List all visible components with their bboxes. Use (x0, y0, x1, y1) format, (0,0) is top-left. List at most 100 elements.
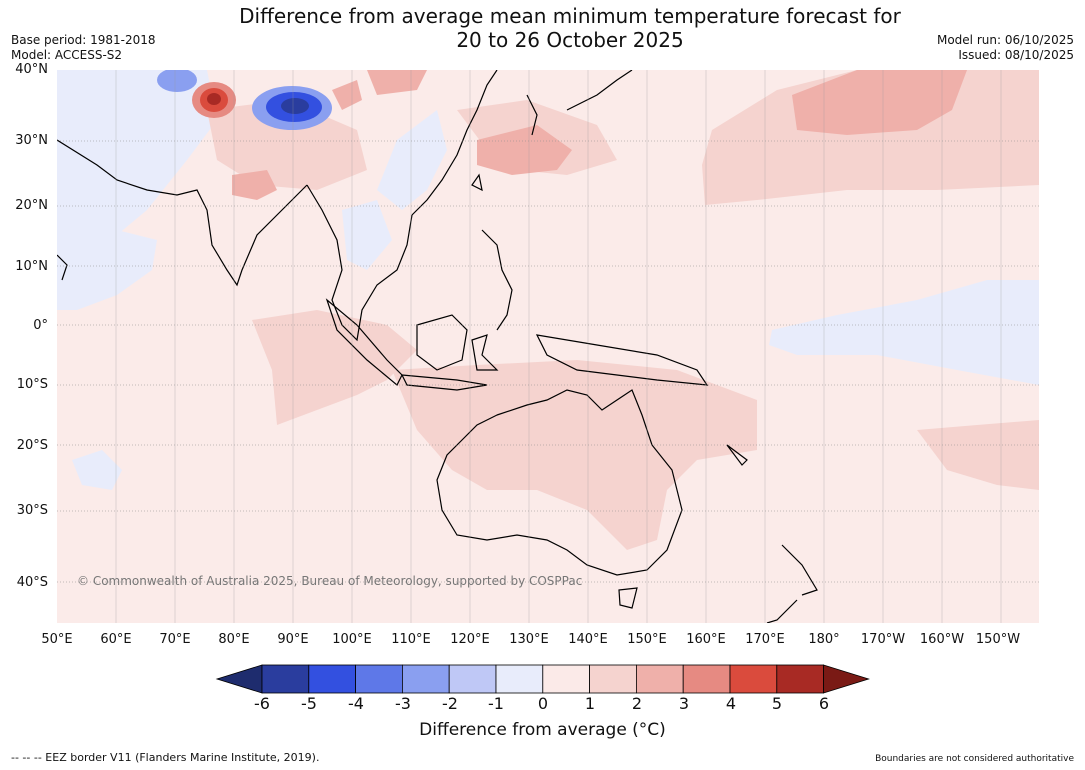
anomaly-cold-patch-west (157, 70, 197, 92)
lon-label-160w: 160°W (919, 632, 965, 647)
colorbar-extend-low (215, 664, 263, 694)
colorbar-tick: -3 (395, 694, 411, 713)
lon-label-150e: 150°E (627, 632, 667, 647)
coastline-sulawesi (471, 334, 499, 371)
anomaly-region-warm-australia (392, 360, 757, 550)
lon-label-90e: 90°E (277, 632, 309, 647)
map-title: Difference from average mean minimum tem… (0, 4, 1085, 52)
lon-label-140e: 140°E (568, 632, 608, 647)
lon-label-180: 180° (808, 632, 840, 647)
lon-label-150w: 150°W (975, 632, 1021, 647)
lon-label-120e: 120°E (450, 632, 490, 647)
anomaly-region-cool-south-indian (72, 450, 122, 490)
lon-label-60e: 60°E (100, 632, 132, 647)
lat-label-10s: 10°S (16, 377, 48, 392)
colorbar-cell (261, 664, 310, 694)
anomaly-region-warm-tibet (207, 100, 367, 190)
issued-label: Issued: 08/10/2025 (958, 48, 1074, 62)
coastline-java (400, 374, 488, 391)
colorbar-tick: 5 (771, 694, 783, 713)
copyright-notice: © Commonwealth of Australia 2025, Bureau… (77, 574, 583, 588)
colorbar-cell (776, 664, 824, 694)
eez-border-note: -- -- -- EEZ border V11 (Flanders Marine… (11, 751, 320, 764)
anomaly-region-cool-pacific (769, 280, 1039, 385)
anomaly-region-cool-arabian-sea (57, 230, 157, 310)
coastline-borneo (416, 314, 468, 371)
colorbar-tick: 6 (818, 694, 830, 713)
colorbar-tick: -5 (301, 694, 317, 713)
colorbar-label: Difference from average (°C) (419, 720, 666, 740)
colorbar-extend-high (823, 664, 870, 694)
lon-label-70e: 70°E (159, 632, 191, 647)
base-period-label: Base period: 1981-2018 (11, 33, 156, 47)
lat-label-30n: 30°N (15, 133, 48, 148)
coastline-philippines (481, 229, 513, 331)
coastline-new-guinea (535, 334, 709, 386)
colorbar-cell (729, 664, 778, 694)
lat-label-0: 0° (33, 318, 48, 333)
lat-label-20s: 20°S (16, 438, 48, 453)
colorbar-tick: -2 (442, 694, 458, 713)
anomaly-cold-core-inner (281, 98, 309, 114)
anomaly-region-cool-indochina (342, 200, 392, 270)
map-canvas (57, 70, 1039, 623)
lon-label-160e: 160°E (686, 632, 726, 647)
anomaly-field (57, 70, 1039, 550)
anomaly-region-warm-pacific-north (702, 70, 1039, 205)
coastline-indochina (306, 184, 413, 342)
colorbar-cell (589, 664, 637, 694)
map-title-line2: 20 to 26 October 2025 (456, 28, 684, 52)
lat-label-10n: 10°N (15, 259, 48, 274)
lon-label-80e: 80°E (218, 632, 250, 647)
colorbar-tick: -6 (254, 694, 270, 713)
lon-label-130e: 130°E (509, 632, 549, 647)
anomaly-region-warm-tasman (917, 420, 1039, 490)
lat-label-40s: 40°S (16, 575, 48, 590)
lon-label-170e: 170°E (745, 632, 785, 647)
coastline-africa-horn (57, 254, 68, 281)
lat-label-30s: 30°S (16, 503, 48, 518)
lon-label-100e: 100°E (332, 632, 372, 647)
anomaly-region-warmer-east-china (477, 125, 572, 175)
model-run-label: Model run: 06/10/2025 (936, 33, 1074, 47)
coastline-new-caledonia (726, 444, 748, 466)
colorbar-tick: -4 (348, 694, 364, 713)
colorbar-tick: -1 (488, 694, 504, 713)
anomaly-region-cool-china (377, 110, 447, 210)
coastline-sumatra (325, 298, 403, 386)
anomaly-region-warmer-korea (332, 80, 362, 110)
coastline-china-east (411, 70, 498, 216)
meta-left: Base period: 1981-2018 Model: ACCESS-S2 (11, 33, 156, 63)
graticule-meridians (115, 70, 1002, 623)
anomaly-region-warmer-himalaya (232, 170, 277, 200)
coastline-korea-japan (526, 70, 633, 136)
map-title-line1: Difference from average mean minimum tem… (239, 4, 901, 28)
boundaries-disclaimer: Boundaries are not considered authoritat… (875, 754, 1074, 764)
lon-label-50e: 50°E (41, 632, 73, 647)
lat-label-40n: 40°N (15, 62, 48, 77)
coastline-arabia-india (57, 139, 308, 287)
coastline-new-zealand (766, 544, 818, 623)
colorbar-cell (495, 664, 544, 694)
anomaly-region-warmer-mongolia (367, 70, 427, 95)
coastline-taiwan (471, 173, 483, 192)
colorbar-tick: 4 (725, 694, 737, 713)
anomaly-region-cool-west-asia (57, 70, 217, 245)
lon-label-110e: 110°E (391, 632, 431, 647)
colorbar-cell (682, 664, 731, 694)
colorbar-cell (355, 664, 403, 694)
meta-right: Model run: 06/10/2025 Issued: 08/10/2025 (937, 33, 1074, 63)
lat-label-20n: 20°N (15, 198, 48, 213)
lon-label-170w: 170°W (860, 632, 906, 647)
colorbar-tick: 0 (537, 694, 549, 713)
anomaly-warm-core-inner (207, 93, 221, 105)
colorbar (215, 664, 870, 694)
colorbar-cell (401, 664, 450, 694)
colorbar-cell (308, 664, 357, 694)
colorbar-tick: 1 (584, 694, 596, 713)
coastline-tasmania (618, 587, 638, 609)
colorbar-tick: 2 (631, 694, 643, 713)
colorbar-cell (635, 664, 684, 694)
colorbar-cell (448, 664, 497, 694)
colorbar-cell (542, 664, 590, 694)
